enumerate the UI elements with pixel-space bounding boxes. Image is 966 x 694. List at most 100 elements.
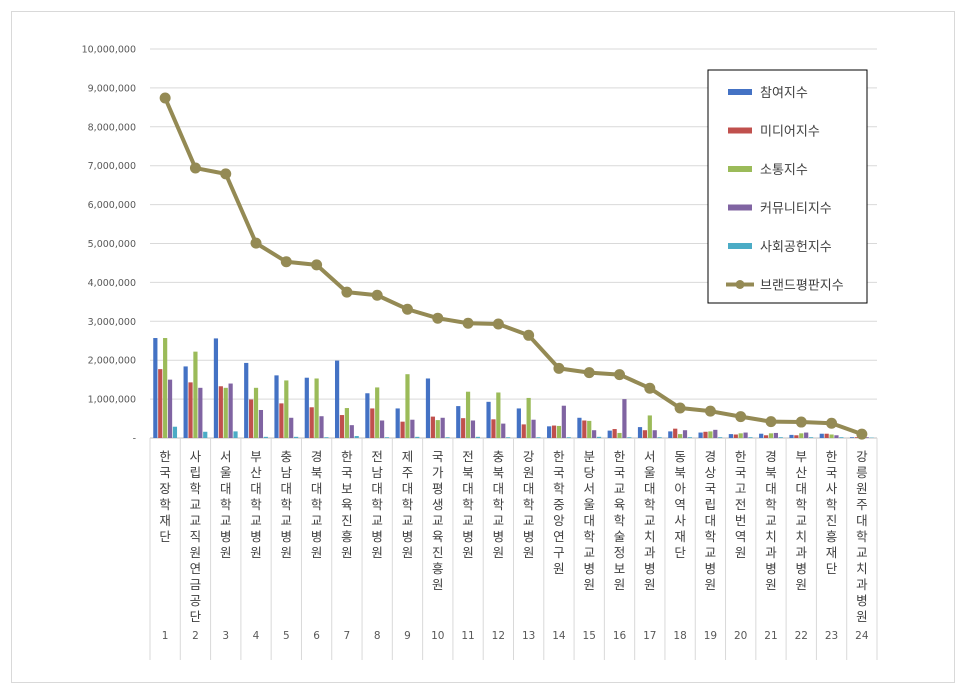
y-tick-label: 5,000,000: [88, 239, 136, 250]
bar-커뮤니티지수: [834, 435, 839, 438]
bar-커뮤니티지수: [228, 383, 233, 438]
y-tick-label: 2,000,000: [88, 356, 136, 367]
line-point: [311, 259, 323, 271]
line-point: [826, 417, 838, 429]
bar-사회공헌지수: [233, 431, 238, 438]
bar-미디어지수: [339, 415, 345, 438]
bar-소통지수: [253, 387, 259, 438]
line-point: [704, 405, 716, 417]
bar-커뮤니티지수: [289, 417, 294, 438]
line-point: [765, 416, 777, 428]
y-tick-label: 4,000,000: [88, 278, 136, 289]
bar-참여지수: [728, 434, 733, 438]
bar-커뮤니티지수: [592, 430, 597, 438]
bar-series: [153, 338, 874, 438]
bar-커뮤니티지수: [258, 409, 264, 438]
bar-커뮤니티지수: [652, 430, 657, 438]
bar-커뮤니티지수: [440, 417, 445, 438]
bar-미디어지수: [673, 428, 678, 438]
category-rank: 15: [583, 630, 596, 642]
category-rank: 20: [734, 630, 747, 642]
legend-label: 소통지수: [760, 163, 808, 178]
bar-참여지수: [304, 377, 309, 438]
bar-커뮤니티지수: [804, 432, 809, 438]
bar-소통지수: [708, 431, 713, 438]
bar-소통지수: [678, 434, 683, 438]
line-point: [371, 289, 383, 301]
bar-소통지수: [738, 433, 743, 438]
bar-사회공헌지수: [506, 437, 511, 438]
bar-소통지수: [496, 392, 501, 438]
category-rank: 19: [704, 630, 717, 642]
bar-사회공헌지수: [778, 437, 783, 438]
line-point: [553, 362, 565, 374]
bar-참여지수: [819, 433, 824, 438]
bar-미디어지수: [370, 408, 375, 438]
bar-사회공헌지수: [536, 437, 541, 438]
bar-소통지수: [647, 415, 652, 438]
bar-소통지수: [163, 338, 168, 438]
legend-swatch: [728, 127, 752, 134]
bar-소통지수: [344, 408, 349, 438]
bar-소통지수: [405, 374, 410, 438]
line-point: [250, 237, 262, 249]
bar-소통지수: [465, 391, 471, 438]
bar-참여지수: [668, 431, 673, 438]
bar-커뮤니티지수: [349, 425, 354, 438]
bar-미디어지수: [188, 382, 193, 438]
bar-사회공헌지수: [808, 437, 814, 438]
bar-참여지수: [607, 430, 612, 438]
category-rank: 6: [313, 630, 320, 642]
bar-사회공헌지수: [384, 437, 390, 438]
bar-소통지수: [617, 432, 622, 438]
category-rank: 21: [764, 630, 777, 642]
bar-미디어지수: [158, 369, 163, 438]
line-point: [583, 367, 595, 379]
y-tick-label: 3,000,000: [88, 317, 136, 328]
bar-미디어지수: [400, 421, 405, 438]
bar-소통지수: [314, 378, 319, 438]
line-point: [735, 411, 747, 423]
bar-커뮤니티지수: [743, 432, 748, 438]
bar-사회공헌지수: [566, 437, 571, 438]
bar-커뮤니티지수: [622, 399, 627, 438]
line-point: [523, 329, 535, 341]
category-rank: 10: [431, 630, 444, 642]
line-point: [795, 416, 807, 428]
category-rank: 12: [492, 630, 505, 642]
legend-label: 미디어지수: [760, 125, 820, 140]
line-point: [674, 402, 686, 414]
bar-참여지수: [849, 437, 855, 438]
chart-frame: - 1,000,000 2,000,000 3,000,000 4,000,000 5,0…: [11, 11, 955, 683]
bar-소통지수: [223, 387, 228, 438]
bar-미디어지수: [612, 429, 617, 438]
bar-참여지수: [183, 366, 188, 438]
category-rank: 18: [673, 630, 686, 642]
bar-미디어지수: [491, 419, 496, 438]
bar-참여지수: [789, 434, 794, 438]
line-point: [280, 256, 292, 268]
bar-소통지수: [829, 434, 834, 438]
bar-미디어지수: [824, 433, 829, 438]
x-axis-categories: 한 국 장 학 재 단 1 사 립 학 교 교 직 원 연 금 공 단 2 서 울 대 학 교 병 원 3 부 산 대 학 교 병 원 4 충 남 대 학 교…: [149, 438, 878, 660]
category-rank: 14: [552, 630, 566, 642]
bar-사회공헌지수: [172, 426, 178, 438]
line-point: [432, 312, 444, 324]
bar-참여지수: [759, 433, 764, 438]
bar-커뮤니티지수: [864, 437, 869, 438]
y-tick-label: 9,000,000: [88, 83, 136, 94]
bar-참여지수: [395, 408, 400, 438]
legend-swatch: [728, 89, 752, 95]
category-rank: 8: [374, 630, 381, 642]
